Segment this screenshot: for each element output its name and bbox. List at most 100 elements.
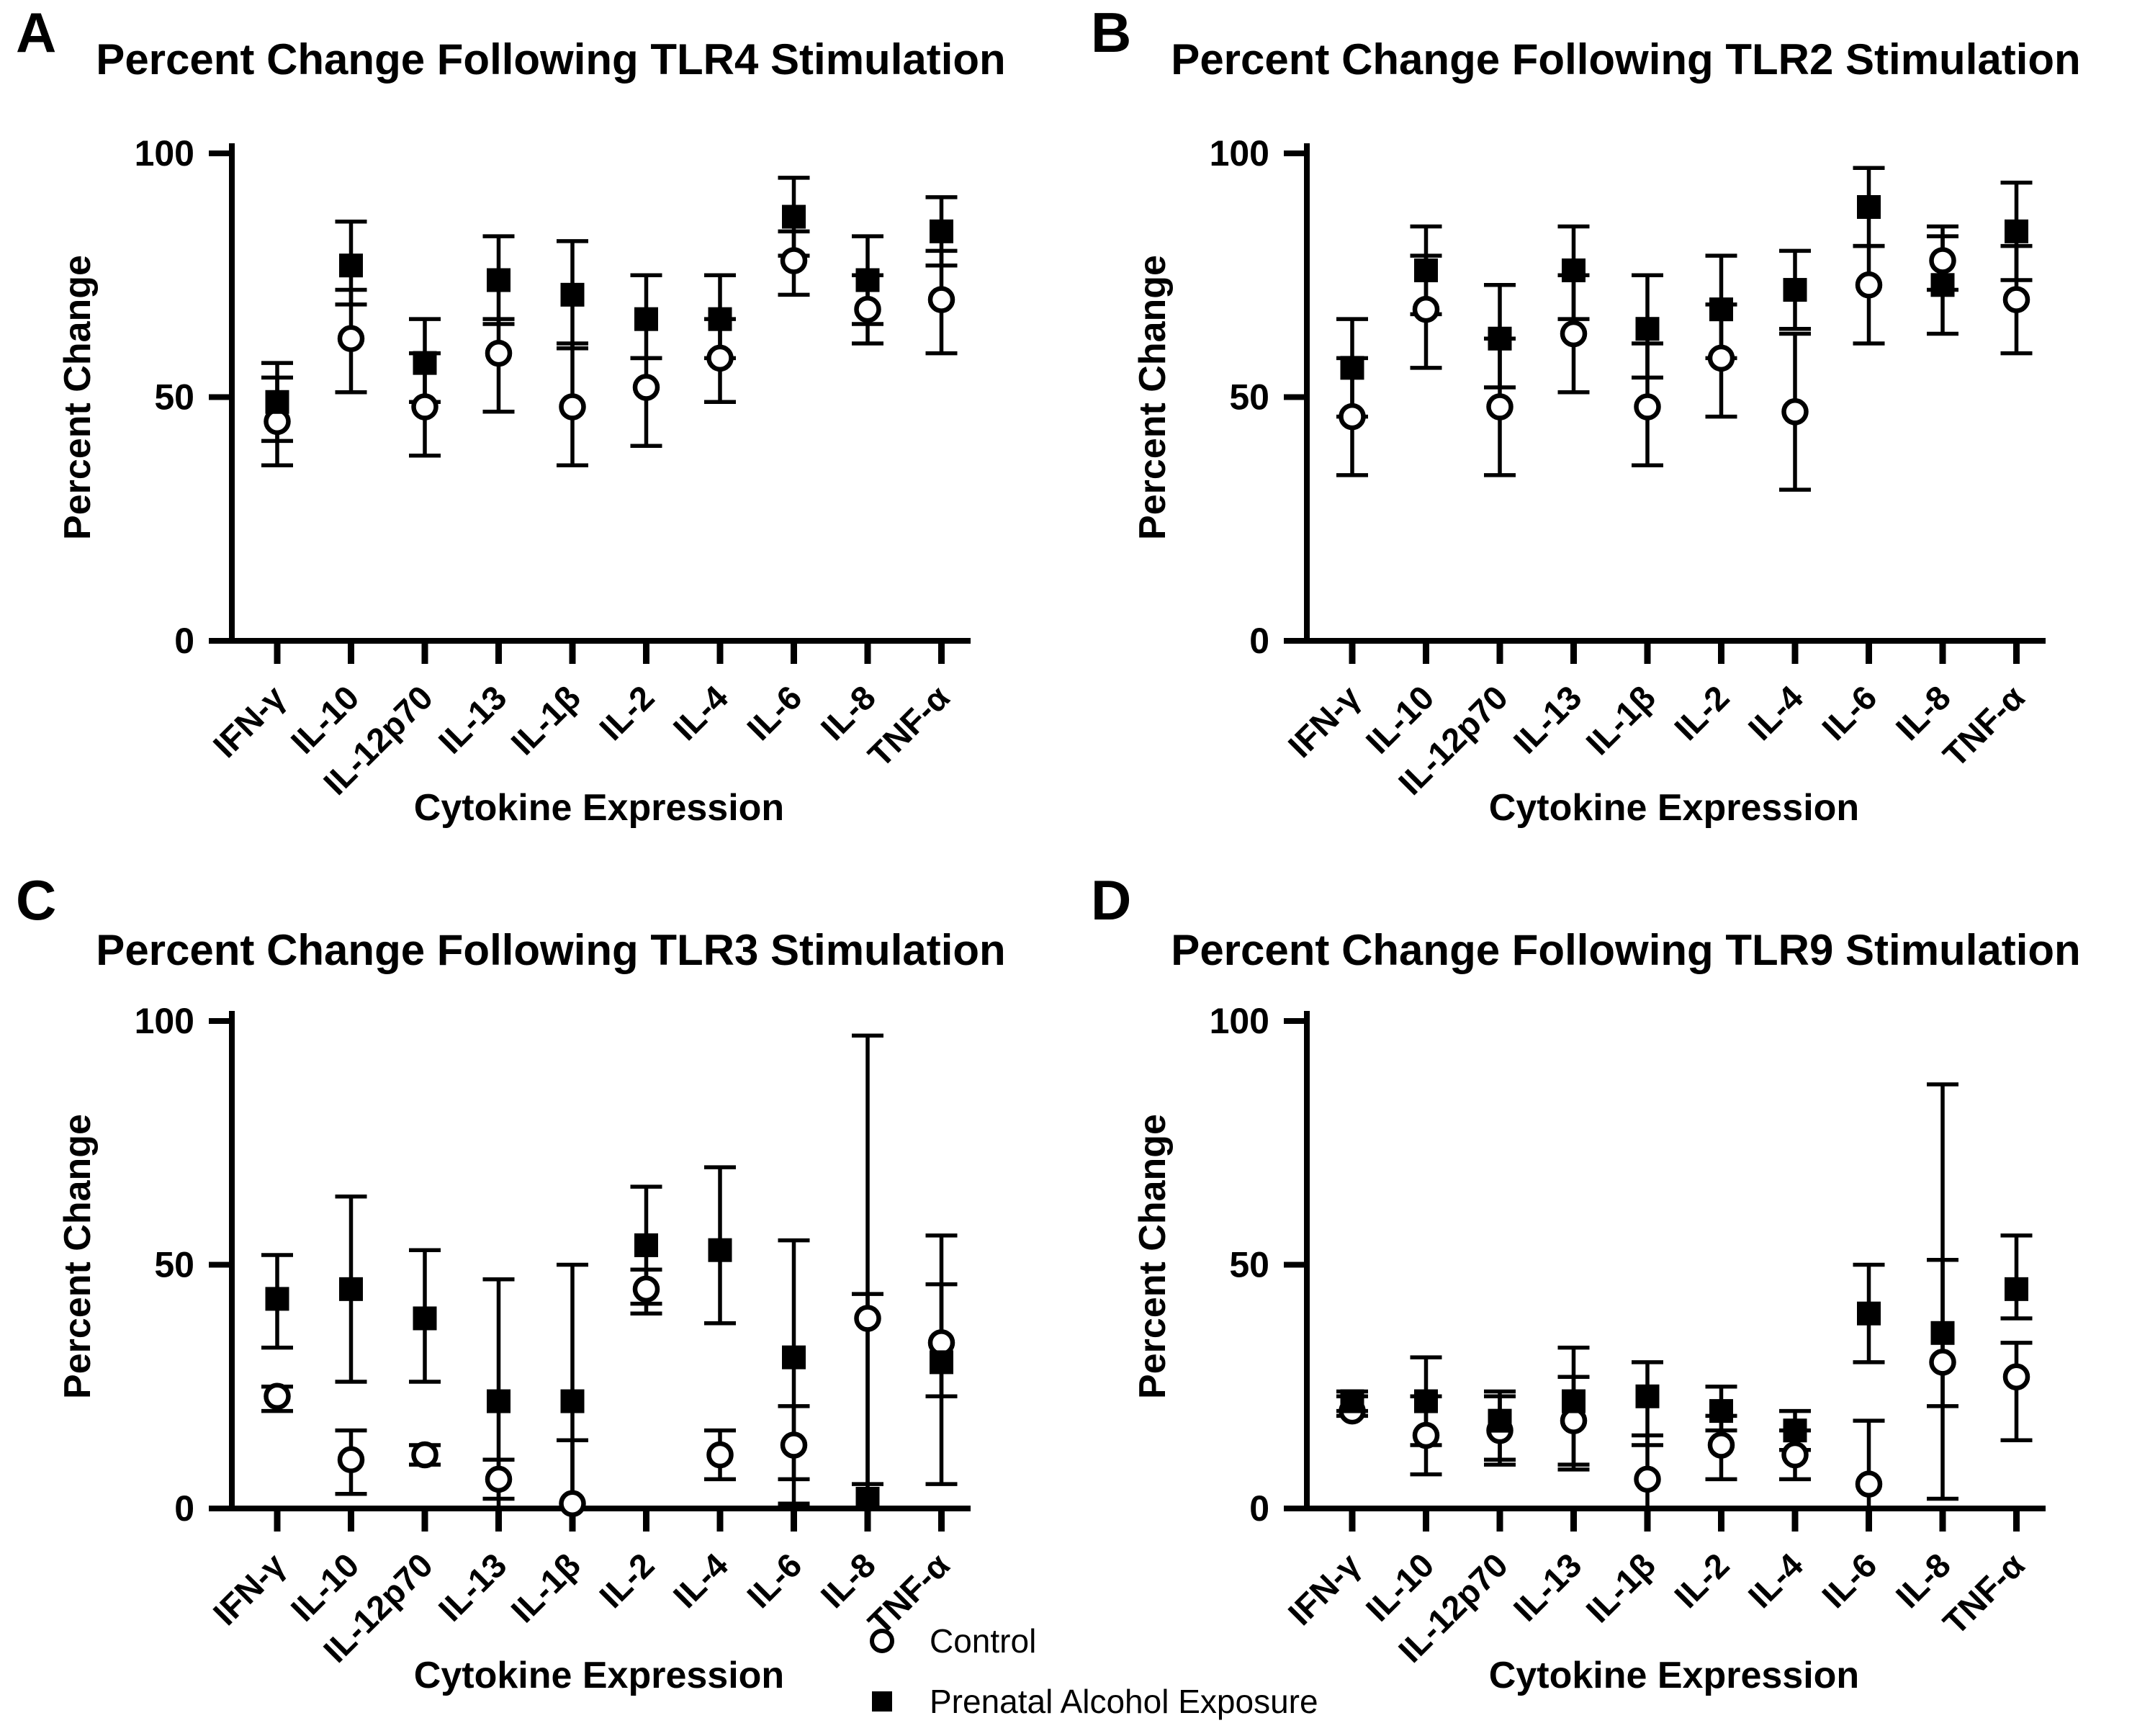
pae-marker [413,351,437,375]
x-tick-label: IFN-γ [1281,678,1368,765]
x-tick-label: IFN-γ [1281,1546,1368,1633]
x-axis-label: Cytokine Expression [413,787,785,829]
control-marker [854,1305,881,1332]
y-tick-label: 0 [1249,621,1269,661]
pae-marker [339,253,363,278]
pae-marker [1635,1384,1660,1408]
axes [1284,1011,2046,1532]
y-tick-label: 50 [154,1245,194,1285]
pae-marker [560,282,585,307]
y-tick-label: 0 [1249,1488,1269,1529]
pae-marker [1783,278,1807,302]
control-marker [1412,295,1440,323]
pae-marker [560,1389,585,1413]
pae-marker [1414,258,1438,282]
x-tick-label: TNF-α [1935,1546,2032,1642]
control-marker [632,1275,660,1303]
x-axis-label: Cytokine Expression [1488,787,1860,829]
control-marker [1634,1465,1661,1493]
pae-marker [1709,297,1733,322]
x-tick-label: IL-4 [666,1546,736,1616]
error-bars [1336,1082,2033,1508]
y-tick-label: 0 [174,621,194,661]
pae-marker [1562,258,1585,282]
axes [1284,143,2046,664]
legend-label-control: Control [930,1622,1037,1660]
pae-marker [1857,194,1881,219]
pae-marker [855,1486,880,1511]
x-tick-label: IL-6 [1814,678,1884,748]
y-tick-label: 100 [135,1001,194,1041]
control-marker [1855,1470,1883,1498]
legend-row-control: Control [866,1622,1318,1660]
x-tick-label: IL-13 [1506,678,1589,761]
filled-square-icon [872,1691,892,1712]
pae-marker [930,219,953,243]
control-marker [1707,344,1735,372]
control-marker [1634,393,1661,420]
panel-tlr2: B Percent Change Following TLR2 Stimulat… [1075,0,2150,868]
axes [209,1011,971,1532]
pae-marker [930,1350,953,1375]
legend: Control Prenatal Alcohol Exposure [866,1622,1318,1721]
panel-tlr3: C Percent Change Following TLR3 Stimulat… [0,868,1075,1736]
control-marker [706,1441,734,1469]
x-tick-label: IL-13 [1506,1546,1589,1629]
control-marker [1412,1421,1440,1449]
y-tick-label: 100 [1210,133,1269,174]
panel-label-a: A [16,1,57,64]
control-marker [337,1446,365,1474]
x-tick-label: IL-1β [1578,1546,1663,1630]
x-tick-label: IL-4 [1741,1546,1811,1616]
control-marker [1781,1441,1809,1469]
pae-marker [1709,1399,1733,1424]
data-markers [264,1233,955,1517]
pae-marker [265,390,289,414]
control-marker [485,339,513,367]
control-marker [411,393,438,420]
control-marker [1929,247,1956,274]
y-tick-label: 50 [1229,1245,1269,1285]
data-markers [1339,194,2030,431]
x-tick-label: IL-13 [431,678,514,761]
pae-marker [708,307,732,331]
control-marker [485,1465,513,1493]
control-marker [632,374,660,401]
x-tick-label: IL-4 [1741,678,1811,748]
pae-marker [708,1238,732,1262]
pae-marker [1783,1418,1807,1443]
control-marker [337,325,365,353]
y-tick-label: 50 [154,377,194,418]
legend-row-pae: Prenatal Alcohol Exposure [866,1682,1318,1721]
x-tick-label: IFN-γ [206,1546,293,1633]
pae-marker [265,1287,289,1311]
x-tick-label: IL-6 [739,1546,809,1616]
x-tick-label: IL-2 [592,678,662,748]
pae-marker [487,268,510,292]
control-marker [559,1490,586,1517]
pae-marker [1635,317,1660,341]
pae-marker [855,268,880,292]
x-tick-label: IL-13 [431,1546,514,1629]
x-tick-label: IL-1β [1578,678,1663,763]
control-marker [1339,402,1366,431]
pae-marker [1340,356,1364,380]
x-tick-label: IL-6 [1814,1546,1884,1616]
error-bars [261,176,958,468]
data-markers [264,204,955,436]
control-marker [559,393,586,420]
chart-title-tlr4: Percent Change Following TLR4 Stimulatio… [96,35,1006,84]
pae-marker [1488,1408,1512,1433]
y-tick-label: 100 [135,133,194,174]
pae-marker [1930,273,1955,297]
control-marker [1929,1349,1956,1376]
error-bars [261,1033,958,1508]
control-marker [706,344,734,372]
control-marker [2002,286,2030,313]
